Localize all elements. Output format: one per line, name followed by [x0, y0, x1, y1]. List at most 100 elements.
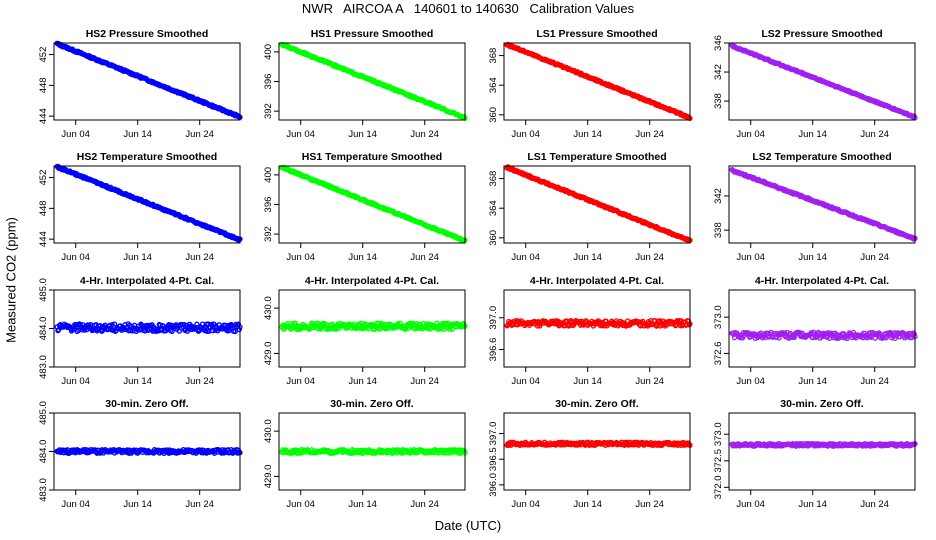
x-tick-label: Jun 24: [860, 499, 889, 510]
x-tick-label: Jun 14: [348, 252, 377, 263]
x-tick-label: Jun 04: [736, 376, 765, 387]
data-points: [729, 166, 918, 242]
y-tick-label: 400: [263, 44, 274, 60]
x-tick-label: Jun 14: [123, 129, 152, 140]
x-tick-label: Jun 24: [635, 499, 664, 510]
plot-frame: [728, 42, 916, 121]
y-tick-label: 397.0: [488, 422, 499, 446]
x-tick-label: Jun 14: [123, 376, 152, 387]
y-tick-label: 448: [38, 200, 49, 216]
y-tick-label: 372.6: [713, 342, 724, 366]
y-tick-label: 396.0: [488, 473, 499, 497]
data-points: [504, 41, 693, 122]
y-tick-label: 452: [38, 170, 49, 186]
x-tick-label: Jun 24: [185, 129, 214, 140]
panel-8: 4-Hr. Interpolated 4-Pt. Cal. 483.0 484.0 4…: [38, 275, 243, 387]
data-points: [279, 320, 468, 333]
x-tick-label: Jun 04: [61, 499, 90, 510]
x-tick-label: Jun 24: [410, 499, 439, 510]
x-tick-label: Jun 14: [573, 129, 602, 140]
data-points: [279, 41, 468, 121]
data-points: [729, 440, 918, 449]
panel-title: HS2 Temperature Smoothed: [77, 151, 217, 163]
panel-title: LS1 Temperature Smoothed: [527, 151, 666, 163]
panel-title: 4-Hr. Interpolated 4-Pt. Cal.: [755, 275, 889, 287]
data-points: [729, 42, 918, 121]
data-point: [111, 321, 118, 327]
x-tick-label: Jun 24: [860, 129, 889, 140]
data-points: [279, 164, 468, 244]
data-point: [194, 321, 200, 327]
y-tick-label: 444: [38, 108, 49, 124]
x-tick-label: Jun 14: [798, 129, 827, 140]
plot-frame: [728, 165, 916, 244]
x-tick-label: Jun 14: [348, 499, 377, 510]
data-points: [54, 321, 243, 335]
panel-title: LS2 Pressure Smoothed: [761, 28, 882, 40]
y-tick-label: 485.0: [38, 278, 49, 302]
y-tick-label: 360: [488, 107, 499, 123]
x-tick-label: Jun 24: [410, 129, 439, 140]
x-tick-label: Jun 24: [410, 252, 439, 263]
x-tick-label: Jun 14: [573, 499, 602, 510]
data-points: [54, 446, 243, 457]
x-tick-label: Jun 24: [410, 376, 439, 387]
data-point: [232, 328, 238, 335]
x-tick-label: Jun 14: [798, 252, 827, 263]
data-point: [142, 328, 148, 334]
data-point: [137, 327, 143, 333]
panel-3: LS2 Pressure Smoothed 338 342 346 Jun 04 Jun …: [713, 28, 918, 140]
y-tick-label: 346: [713, 35, 724, 51]
page-title: NWR AIRCOA A 140601 to 140630 Calibratio…: [301, 1, 635, 16]
plot-frame: [503, 42, 691, 121]
plot-frame: [503, 165, 691, 244]
x-tick-label: Jun 24: [860, 252, 889, 263]
y-tick-label: 338: [713, 222, 724, 238]
y-tick-label: 368: [488, 171, 499, 187]
data-point: [80, 322, 86, 328]
x-tick-label: Jun 24: [635, 376, 664, 387]
y-tick-label: 485.0: [38, 401, 49, 425]
data-points: [504, 439, 693, 448]
panel-title: HS2 Pressure Smoothed: [86, 28, 209, 40]
y-tick-label: 396: [263, 74, 274, 90]
panel-0: HS2 Pressure Smoothed 444 448 452 Jun 04 Jun …: [38, 28, 243, 140]
x-tick-label: Jun 14: [798, 376, 827, 387]
y-tick-label: 364: [488, 200, 499, 216]
x-tick-label: Jun 04: [286, 376, 315, 387]
plot-frame: [728, 412, 916, 491]
panel-15: 30-min. Zero Off. 372.0 372.5 373.0 Jun 04 Ju…: [713, 398, 918, 510]
y-tick-label: 342: [713, 64, 724, 80]
y-tick-label: 484.0: [38, 440, 49, 464]
y-tick-label: 392: [263, 103, 274, 119]
x-tick-label: Jun 04: [511, 499, 540, 510]
x-tick-label: Jun 04: [736, 252, 765, 263]
plot-frame: [503, 289, 691, 368]
x-tick-label: Jun 24: [860, 376, 889, 387]
x-tick-label: Jun 14: [573, 252, 602, 263]
y-tick-label: 429.0: [263, 465, 274, 489]
y-tick-label: 444: [38, 231, 49, 247]
plot-frame: [278, 412, 466, 491]
x-tick-label: Jun 24: [185, 376, 214, 387]
data-point: [447, 326, 453, 332]
plot-frame: [503, 412, 691, 491]
plot-frame: [278, 289, 466, 368]
data-point: [911, 331, 917, 337]
data-points: [279, 447, 468, 456]
y-tick-label: 396: [263, 197, 274, 213]
plot-frame: [53, 165, 241, 244]
data-point: [107, 322, 113, 329]
data-point: [226, 328, 232, 334]
x-tick-label: Jun 04: [511, 129, 540, 140]
x-tick-label: Jun 04: [61, 129, 90, 140]
panel-title: 4-Hr. Interpolated 4-Pt. Cal.: [305, 275, 439, 287]
x-tick-label: Jun 14: [123, 499, 152, 510]
x-tick-label: Jun 14: [798, 499, 827, 510]
y-tick-label: 360: [488, 230, 499, 246]
y-tick-label: 452: [38, 47, 49, 63]
y-tick-label: 373.0: [713, 422, 724, 446]
x-tick-label: Jun 04: [61, 252, 90, 263]
panel-1: HS1 Pressure Smoothed 392 396 400 Jun 04 Jun …: [263, 28, 468, 140]
panel-title: 4-Hr. Interpolated 4-Pt. Cal.: [80, 275, 214, 287]
